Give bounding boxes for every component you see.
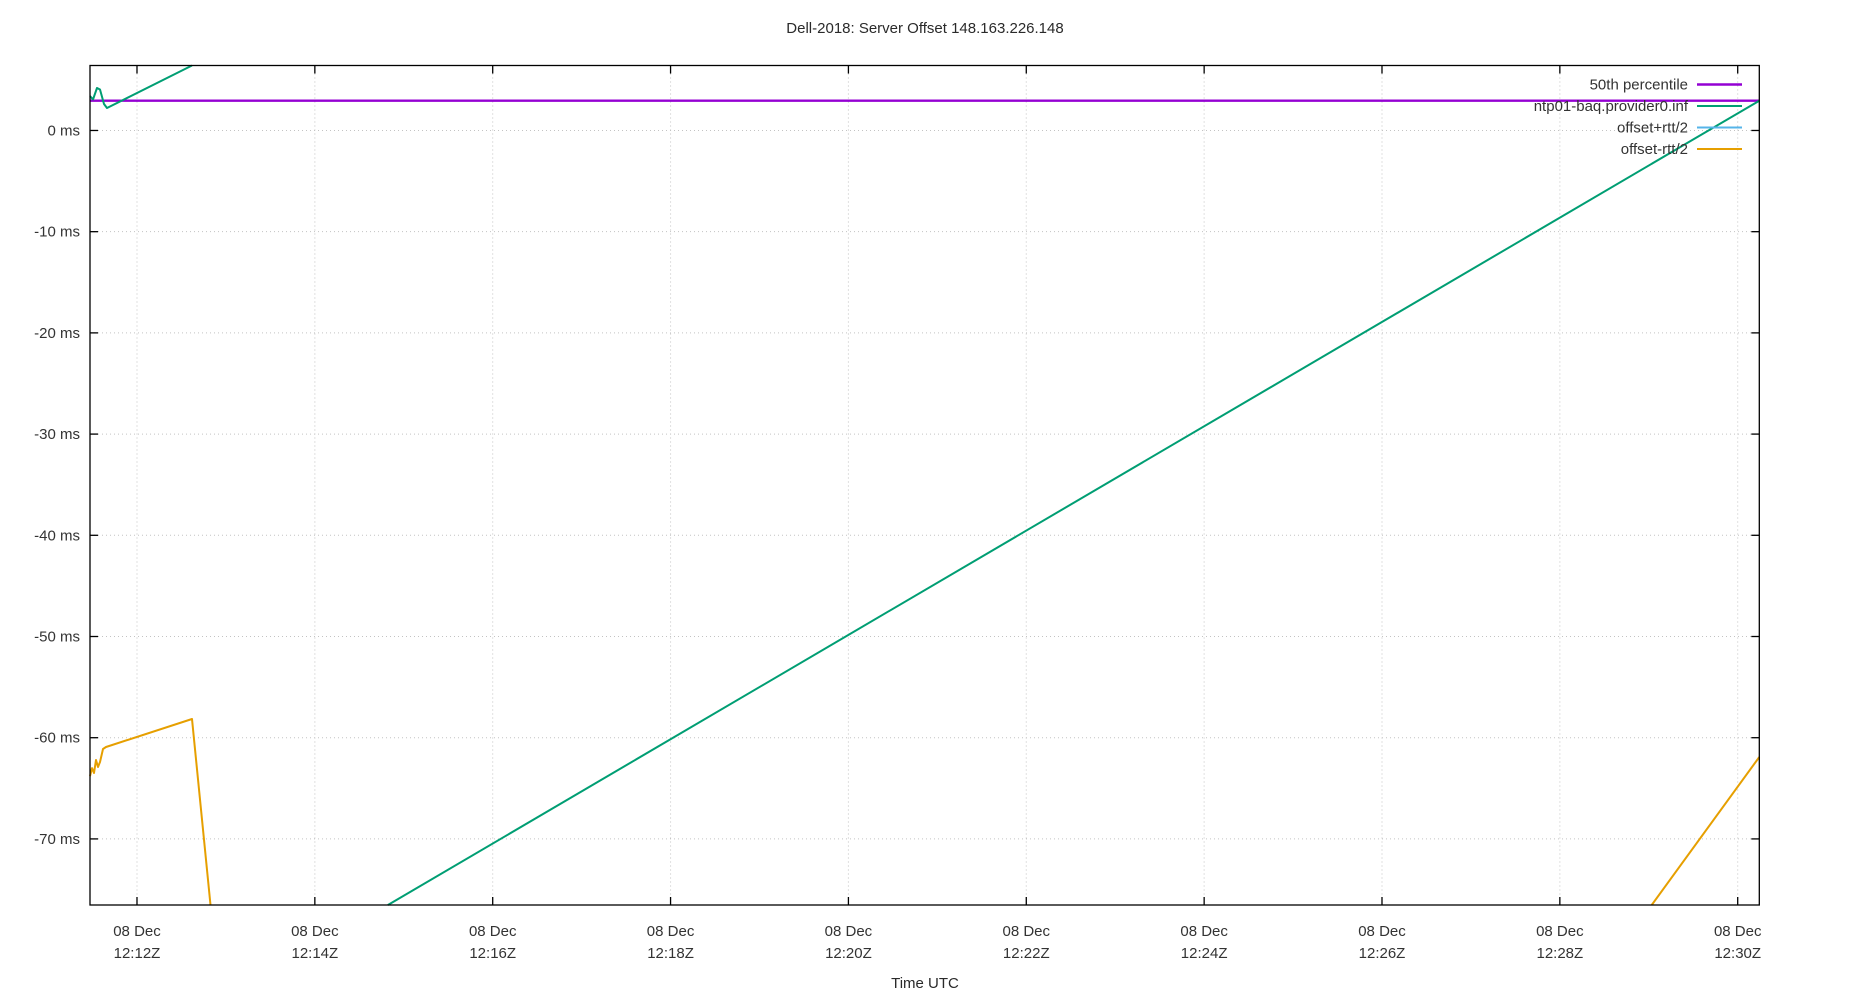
y-tick-label: -50 ms: [34, 629, 80, 646]
x-tick-label-time: 12:30Z: [1714, 945, 1761, 962]
x-tick-label-time: 12:22Z: [1003, 945, 1050, 962]
y-tick-label: -30 ms: [34, 426, 80, 443]
y-tick-label: -60 ms: [34, 730, 80, 747]
x-tick-label-date: 08 Dec: [113, 923, 161, 940]
y-tick-label: -20 ms: [34, 325, 80, 342]
x-tick-label-time: 12:12Z: [114, 945, 161, 962]
x-tick-label-time: 12:16Z: [469, 945, 516, 962]
series-line-ntp01-baq-provider0-inf: [387, 99, 1760, 906]
x-tick-label-date: 08 Dec: [1180, 923, 1228, 940]
series-line-ntp01-baq-provider0-inf: [89, 64, 193, 109]
x-tick-label-date: 08 Dec: [1536, 923, 1584, 940]
x-tick-label-date: 08 Dec: [1714, 923, 1762, 940]
x-tick-label-date: 08 Dec: [1358, 923, 1406, 940]
legend-label-4: offset-rtt/2: [1621, 141, 1688, 158]
x-tick-label-time: 12:18Z: [647, 945, 694, 962]
x-tick-label-time: 12:28Z: [1536, 945, 1583, 962]
chart-title: Dell-2018: Server Offset 148.163.226.148: [786, 20, 1064, 37]
x-tick-label-time: 12:14Z: [291, 945, 338, 962]
x-tick-label-date: 08 Dec: [1003, 923, 1051, 940]
x-tick-label-time: 12:26Z: [1359, 945, 1406, 962]
series-line-offset-rtt-2: [1650, 756, 1761, 906]
x-tick-label-date: 08 Dec: [469, 923, 517, 940]
x-tick-label-time: 12:24Z: [1181, 945, 1228, 962]
y-tick-label: -10 ms: [34, 224, 80, 241]
y-tick-label: -40 ms: [34, 527, 80, 544]
x-axis-title: Time UTC: [891, 975, 959, 992]
plot-border: [89, 64, 1760, 906]
x-tick-label-date: 08 Dec: [291, 923, 339, 940]
x-tick-label-time: 12:20Z: [825, 945, 872, 962]
legend-label-3: offset+rtt/2: [1617, 120, 1688, 137]
y-tick-label: 0 ms: [47, 122, 80, 139]
x-tick-label-date: 08 Dec: [825, 923, 873, 940]
x-tick-label-date: 08 Dec: [647, 923, 695, 940]
legend-label-1: 50th percentile: [1590, 77, 1688, 94]
y-tick-label: -70 ms: [34, 831, 80, 848]
legend-label-2: ntp01-baq.provider0.inf: [1534, 98, 1689, 115]
series-line-offset-rtt-2: [89, 718, 212, 906]
